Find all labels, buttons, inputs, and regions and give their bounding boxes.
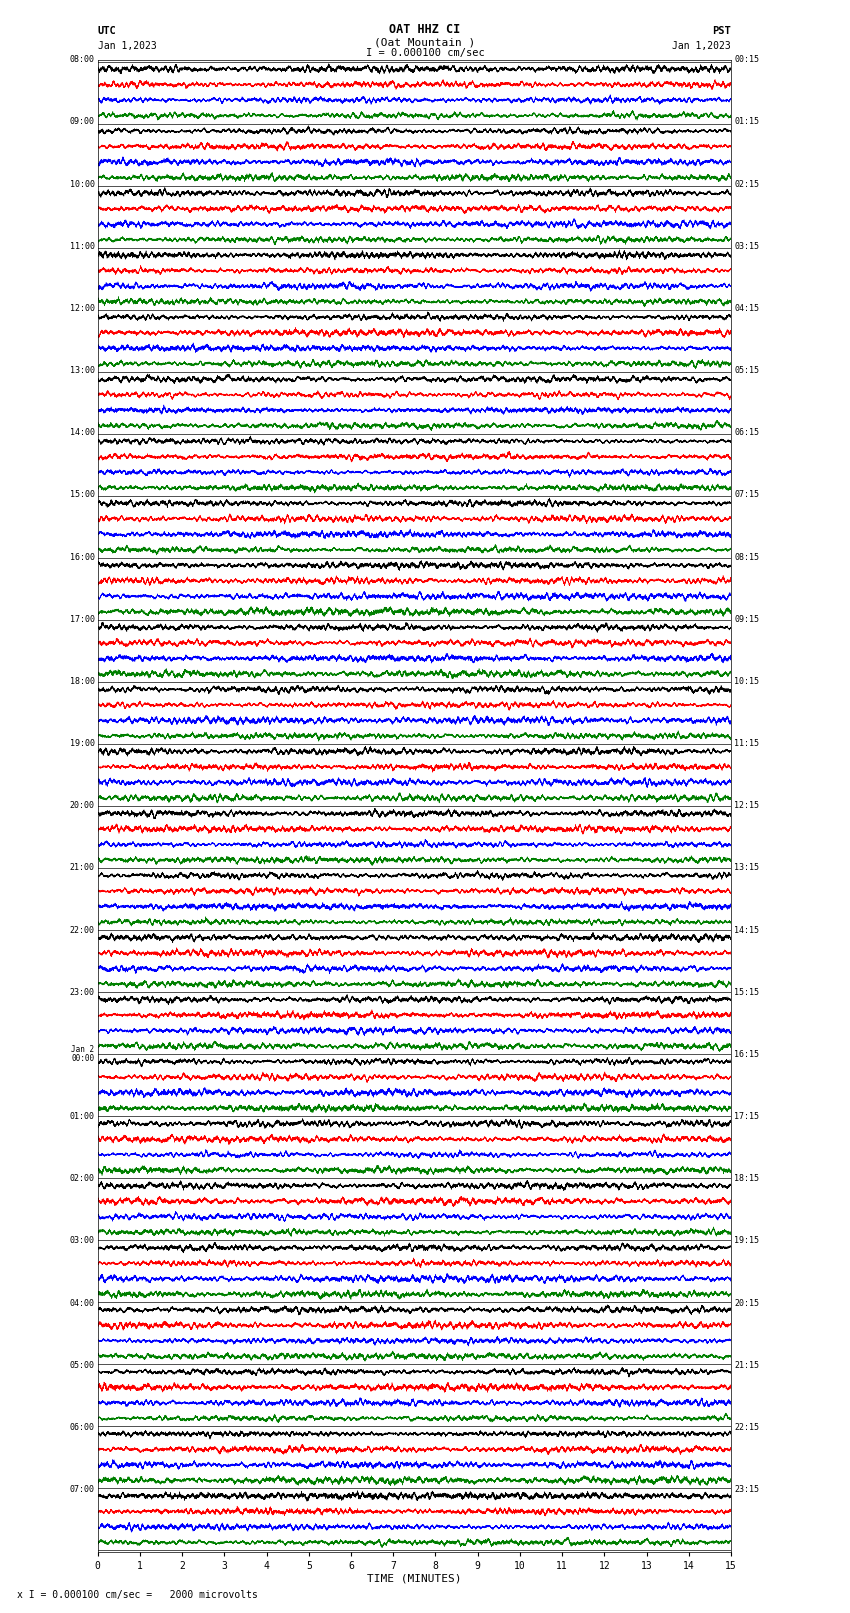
Text: 16:15: 16:15: [734, 1050, 759, 1058]
Text: 12:00: 12:00: [70, 303, 94, 313]
X-axis label: TIME (MINUTES): TIME (MINUTES): [367, 1574, 462, 1584]
Text: 23:15: 23:15: [734, 1486, 759, 1494]
Text: Jan 1,2023: Jan 1,2023: [98, 40, 156, 50]
Text: 19:15: 19:15: [734, 1237, 759, 1245]
Text: 23:00: 23:00: [70, 987, 94, 997]
Text: 01:15: 01:15: [734, 118, 759, 126]
Text: 00:00: 00:00: [71, 1055, 94, 1063]
Text: 00:15: 00:15: [734, 55, 759, 65]
Text: 18:15: 18:15: [734, 1174, 759, 1184]
Text: 02:15: 02:15: [734, 179, 759, 189]
Text: 19:00: 19:00: [70, 739, 94, 748]
Text: 07:00: 07:00: [70, 1486, 94, 1494]
Text: 20:00: 20:00: [70, 802, 94, 810]
Text: 04:15: 04:15: [734, 303, 759, 313]
Text: 01:00: 01:00: [70, 1111, 94, 1121]
Text: 05:15: 05:15: [734, 366, 759, 374]
Text: x I = 0.000100 cm/sec =   2000 microvolts: x I = 0.000100 cm/sec = 2000 microvolts: [17, 1590, 258, 1600]
Text: 15:15: 15:15: [734, 987, 759, 997]
Text: 09:15: 09:15: [734, 615, 759, 624]
Text: (Oat Mountain ): (Oat Mountain ): [374, 37, 476, 47]
Text: 03:15: 03:15: [734, 242, 759, 250]
Text: Jan 2: Jan 2: [71, 1045, 94, 1055]
Text: 06:15: 06:15: [734, 427, 759, 437]
Text: 08:15: 08:15: [734, 553, 759, 561]
Text: 20:15: 20:15: [734, 1298, 759, 1308]
Text: 11:15: 11:15: [734, 739, 759, 748]
Text: 13:15: 13:15: [734, 863, 759, 873]
Text: 18:00: 18:00: [70, 677, 94, 686]
Text: 22:00: 22:00: [70, 926, 94, 934]
Text: 10:00: 10:00: [70, 179, 94, 189]
Text: PST: PST: [712, 26, 731, 37]
Text: 09:00: 09:00: [70, 118, 94, 126]
Text: 21:15: 21:15: [734, 1361, 759, 1369]
Text: 04:00: 04:00: [70, 1298, 94, 1308]
Text: 22:15: 22:15: [734, 1423, 759, 1432]
Text: 16:00: 16:00: [70, 553, 94, 561]
Text: 14:00: 14:00: [70, 427, 94, 437]
Text: 08:00: 08:00: [70, 55, 94, 65]
Text: 21:00: 21:00: [70, 863, 94, 873]
Text: UTC: UTC: [98, 26, 116, 37]
Text: OAT HHZ CI: OAT HHZ CI: [389, 23, 461, 37]
Text: 12:15: 12:15: [734, 802, 759, 810]
Text: 02:00: 02:00: [70, 1174, 94, 1184]
Text: 03:00: 03:00: [70, 1237, 94, 1245]
Text: 17:00: 17:00: [70, 615, 94, 624]
Text: 05:00: 05:00: [70, 1361, 94, 1369]
Text: 13:00: 13:00: [70, 366, 94, 374]
Text: 11:00: 11:00: [70, 242, 94, 250]
Text: Jan 1,2023: Jan 1,2023: [672, 40, 731, 50]
Text: 10:15: 10:15: [734, 677, 759, 686]
Text: 14:15: 14:15: [734, 926, 759, 934]
Text: 15:00: 15:00: [70, 490, 94, 500]
Text: 17:15: 17:15: [734, 1111, 759, 1121]
Text: I = 0.000100 cm/sec: I = 0.000100 cm/sec: [366, 48, 484, 58]
Text: 07:15: 07:15: [734, 490, 759, 500]
Text: 06:00: 06:00: [70, 1423, 94, 1432]
